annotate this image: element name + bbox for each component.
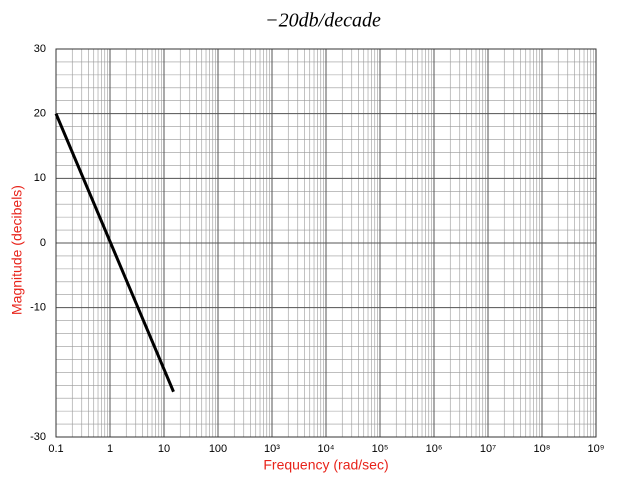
x-tick-label: 10³: [264, 443, 280, 455]
y-tick-label: 0: [40, 237, 46, 249]
x-tick-label: 0.1: [48, 443, 63, 455]
x-tick-label: 100: [209, 443, 227, 455]
x-tick-label: 10⁸: [534, 443, 551, 455]
x-tick-label: 10⁹: [588, 443, 605, 455]
x-tick-label: 1: [107, 443, 113, 455]
x-tick-label: 10⁷: [480, 443, 496, 455]
plot-frame: [55, 48, 597, 438]
y-tick-label: 30: [34, 43, 46, 55]
y-tick-label: 10: [34, 172, 46, 184]
data-line: [54, 113, 175, 393]
y-tick-label: -10: [30, 302, 46, 314]
chart-title: −20db/decade: [265, 10, 381, 32]
x-axis-label: Frequency (rad/sec): [263, 457, 388, 473]
x-tick-label: 10: [158, 443, 170, 455]
x-tick-label: 10⁶: [426, 443, 443, 455]
y-tick-label: -30: [30, 431, 46, 443]
x-tick-label: 10⁵: [372, 443, 389, 455]
y-axis-label: Magnitude (decibels): [9, 185, 25, 315]
y-tick-label: 20: [34, 108, 46, 120]
x-tick-label: 10⁴: [318, 443, 335, 455]
